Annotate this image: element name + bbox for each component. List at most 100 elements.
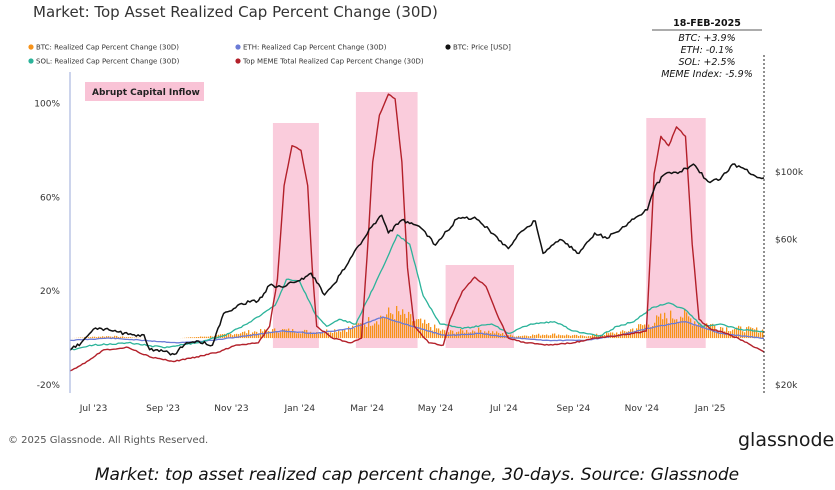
btc-rc-bar xyxy=(524,335,526,339)
btc-rc-bar xyxy=(100,336,102,339)
btc-rc-bar xyxy=(692,325,694,339)
btc-rc-bar xyxy=(564,335,566,339)
btc-rc-bar xyxy=(386,314,388,339)
x-tick-label: May '24 xyxy=(418,404,454,414)
btc-rc-bar xyxy=(588,336,590,339)
btc-rc-bar xyxy=(382,317,384,339)
btc-rc-bar xyxy=(718,330,720,339)
btc-rc-bar xyxy=(114,335,116,339)
btc-rc-bar xyxy=(560,335,562,339)
btc-rc-bar xyxy=(536,334,538,339)
btc-rc-bar xyxy=(304,329,306,339)
btc-rc-bar xyxy=(320,332,322,339)
btc-rc-bar xyxy=(104,336,106,339)
btc-rc-bar xyxy=(96,337,98,339)
btc-rc-bar xyxy=(388,307,390,339)
x-tick-label: Nov '23 xyxy=(214,404,248,414)
btc-rc-bar xyxy=(512,335,514,339)
btc-rc-bar xyxy=(476,332,478,339)
btc-rc-bar xyxy=(370,325,372,339)
x-tick-label: Sep '23 xyxy=(146,404,180,414)
btc-rc-bar xyxy=(102,336,104,339)
legend-label-eth-rc: ETH: Realized Cap Percent Change (30D) xyxy=(243,44,387,52)
highlight-bands xyxy=(272,92,706,348)
btc-rc-bar xyxy=(474,331,476,339)
brand-logo: glassnode xyxy=(738,429,834,451)
btc-rc-bar xyxy=(526,335,528,339)
btc-rc-bar xyxy=(278,332,280,339)
btc-rc-bar xyxy=(460,328,462,339)
btc-rc-bar xyxy=(592,334,594,339)
btc-rc-bar xyxy=(666,318,668,339)
chart-title: Market: Top Asset Realized Cap Percent C… xyxy=(33,3,438,21)
btc-rc-bar xyxy=(258,333,260,339)
btc-rc-bar xyxy=(366,326,368,339)
y-right-tick-label: $20k xyxy=(775,381,798,391)
btc-rc-bar xyxy=(554,333,556,339)
btc-rc-bar xyxy=(694,321,696,339)
btc-rc-bar xyxy=(318,333,320,339)
btc-rc-bar xyxy=(90,337,92,339)
btc-rc-bar xyxy=(360,323,362,339)
btc-rc-bar xyxy=(310,331,312,339)
btc-rc-bar xyxy=(746,327,748,339)
btc-rc-bar xyxy=(206,336,208,339)
legend-swatch-btc-rc xyxy=(28,44,34,50)
btc-rc-bar xyxy=(650,327,652,339)
btc-rc-bar xyxy=(654,322,656,339)
btc-rc-bar xyxy=(750,327,752,339)
btc-rc-bar xyxy=(704,323,706,339)
btc-rc-bar xyxy=(540,335,542,339)
btc-rc-bar xyxy=(732,329,734,339)
btc-rc-bar xyxy=(568,335,570,339)
btc-rc-bar xyxy=(612,332,614,339)
btc-rc-bar xyxy=(528,336,530,339)
btc-rc-bar xyxy=(292,329,294,339)
btc-rc-bar xyxy=(282,329,284,339)
btc-rc-bar xyxy=(190,337,192,339)
btc-rc-bar xyxy=(586,336,588,339)
highlight-band-3 xyxy=(646,118,706,348)
btc-rc-bar xyxy=(480,330,482,339)
legend-swatch-eth-rc xyxy=(235,44,241,50)
btc-rc-bar xyxy=(520,336,522,339)
btc-rc-bar xyxy=(118,336,120,339)
btc-rc-bar xyxy=(676,319,678,339)
btc-rc-bar xyxy=(344,329,346,339)
btc-rc-bar xyxy=(110,336,112,339)
btc-rc-bar xyxy=(314,332,316,339)
btc-rc-bar xyxy=(216,335,218,339)
btc-rc-bar xyxy=(390,313,392,339)
tooltip-date: 18-FEB-2025 xyxy=(673,18,741,29)
btc-rc-bar xyxy=(566,334,568,339)
btc-rc-bar xyxy=(652,326,654,339)
btc-rc-bar xyxy=(124,337,126,339)
btc-rc-bar xyxy=(602,334,604,339)
btc-rc-bar xyxy=(354,328,356,339)
btc-rc-bar xyxy=(374,323,376,339)
btc-rc-bar xyxy=(598,335,600,339)
btc-rc-bar xyxy=(276,331,278,339)
x-axis: Jul '23 Sep '23 Nov '23 Jan '24 Mar '24 May '… xyxy=(79,404,726,414)
btc-rc-bar xyxy=(308,333,310,339)
btc-rc-bar xyxy=(464,332,466,339)
btc-rc-bar xyxy=(680,316,682,339)
btc-rc-bar xyxy=(394,319,396,339)
highlight-band-0 xyxy=(272,123,319,348)
btc-rc-bar xyxy=(742,331,744,339)
btc-rc-bar xyxy=(744,332,746,339)
y-left-tick-label: 60% xyxy=(40,193,60,203)
btc-rc-bar xyxy=(230,333,232,339)
btc-rc-bar xyxy=(392,314,394,339)
btc-rc-bar xyxy=(740,326,742,339)
y-left-tick-label: 100% xyxy=(34,99,60,109)
btc-rc-bar xyxy=(542,334,544,339)
x-tick-label: Jan '24 xyxy=(284,404,316,414)
btc-rc-bar xyxy=(322,332,324,339)
btc-rc-bar xyxy=(516,336,518,339)
btc-rc-bar xyxy=(454,333,456,339)
btc-rc-bar xyxy=(534,335,536,339)
tooltip-line-meme: MEME Index: -5.9% xyxy=(661,69,753,80)
btc-rc-bar xyxy=(444,330,446,339)
